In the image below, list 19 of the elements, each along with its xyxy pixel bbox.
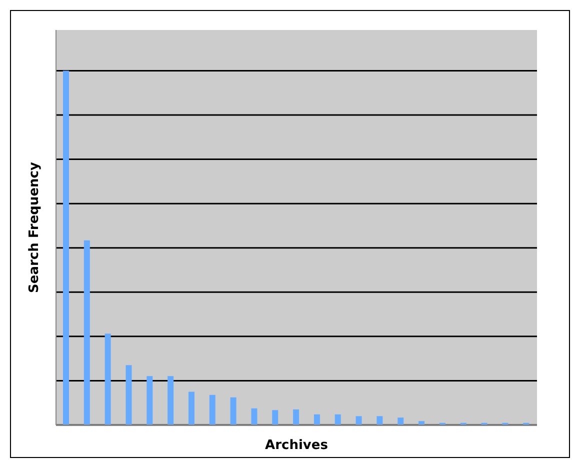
bar [272,410,278,425]
bar [126,365,132,425]
bar [168,376,174,425]
bar [376,416,383,425]
bar [356,416,362,425]
bar [63,70,69,425]
bar [104,334,111,425]
y-axis-title: Search Frequency [27,162,42,293]
bar [293,409,300,425]
bar [230,397,236,425]
bar [251,408,258,425]
bar [188,392,194,425]
bar [84,240,90,425]
bar [334,414,341,425]
bar [314,414,320,425]
bar [146,376,153,425]
bar [398,418,404,425]
bar [209,394,216,425]
x-axis-title: Archives [265,438,328,453]
